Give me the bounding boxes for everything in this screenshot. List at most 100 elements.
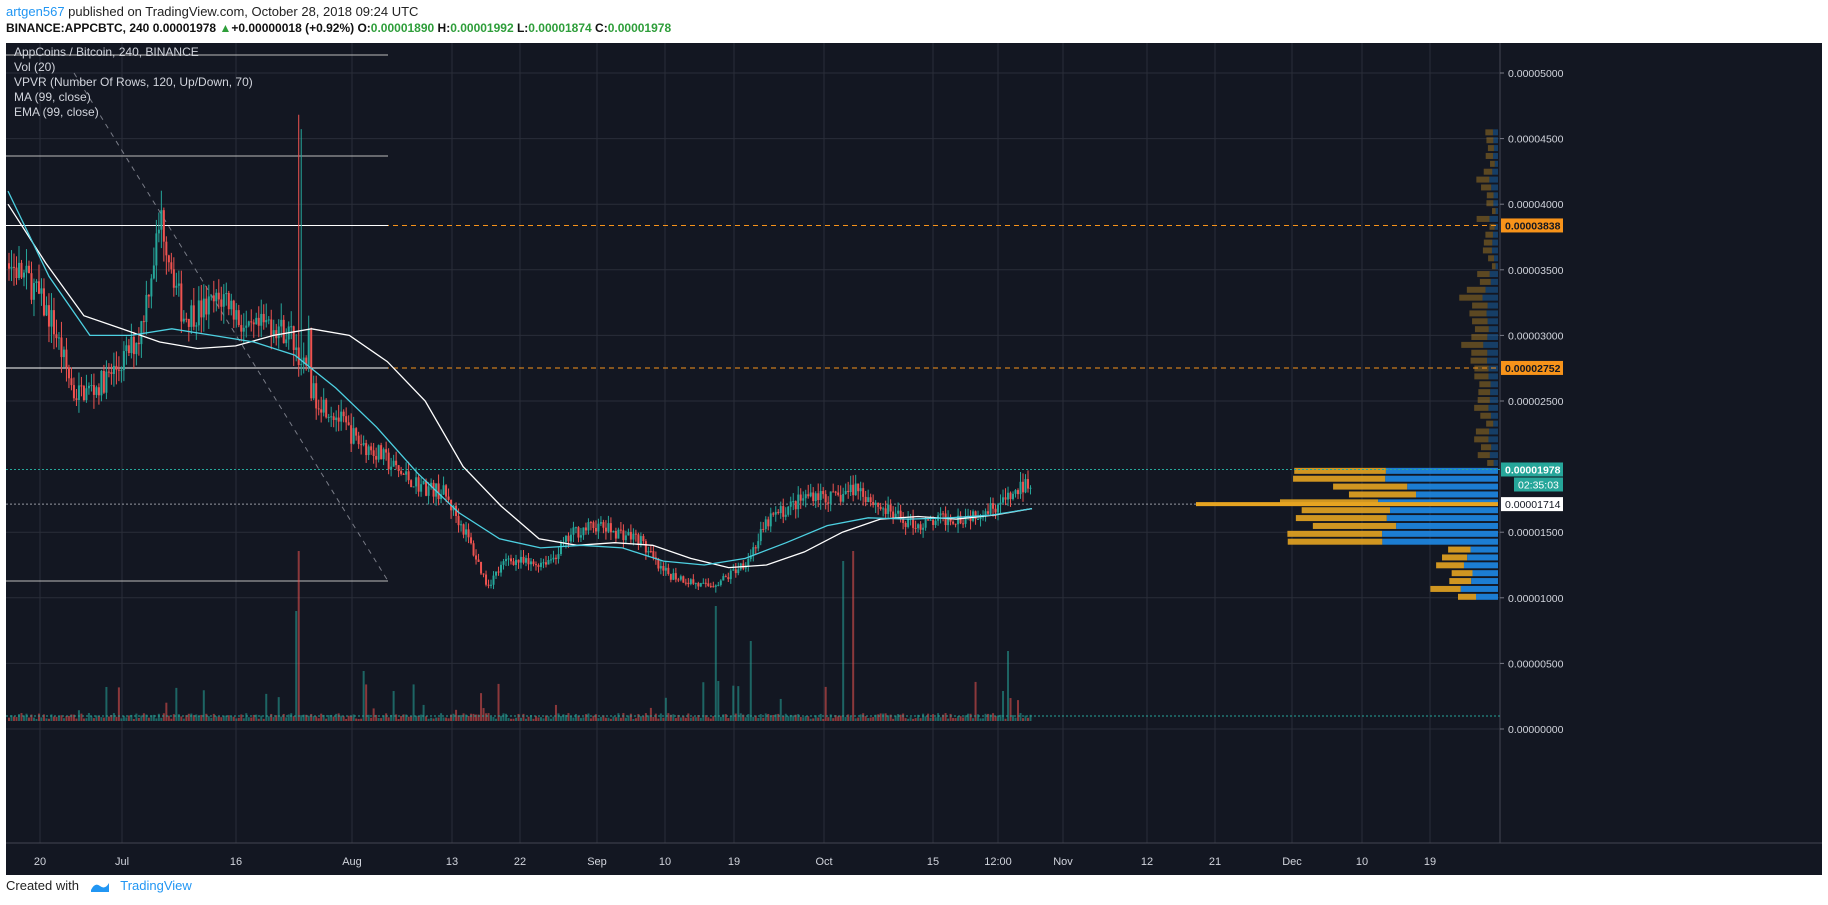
candle-body (402, 473, 405, 475)
candle-body (282, 319, 285, 344)
volume-bar (547, 716, 550, 721)
volume-bar (460, 715, 463, 721)
candle-body (589, 522, 592, 524)
candle-body (687, 582, 690, 585)
candle-body (235, 310, 238, 320)
candle-body (475, 555, 478, 560)
candle-body (380, 445, 383, 460)
candle-body (737, 569, 740, 574)
candle-body (232, 300, 235, 320)
candle-body (265, 320, 268, 323)
volume-bar (152, 714, 155, 721)
candle-body (859, 488, 862, 492)
time-tick-label: 15 (927, 856, 939, 868)
tradingview-link[interactable]: TradingView (120, 878, 192, 893)
volume-profile-bar-down (1479, 278, 1491, 285)
volume-profile-bar-down (1486, 192, 1494, 199)
volume-bar (789, 714, 792, 721)
candle-body (125, 345, 128, 352)
candle-body (160, 210, 163, 230)
candle-body (712, 586, 715, 588)
volume-bar (754, 715, 757, 721)
volume-bar (934, 717, 937, 721)
volume-bar (210, 717, 213, 721)
candle-body (335, 417, 338, 420)
candle-body (162, 210, 165, 242)
volume-bar (60, 715, 63, 721)
candle-body (857, 483, 860, 492)
volume-bar (400, 716, 403, 721)
volume-bar (747, 714, 750, 721)
volume-bar (584, 714, 587, 721)
volume-bar (155, 718, 158, 721)
candle-body (592, 522, 595, 528)
candle-body (554, 557, 557, 559)
volume-bar (125, 717, 128, 721)
volume-bar (657, 718, 660, 721)
volume-bar (759, 714, 762, 721)
volume-profile-bar-down (1430, 585, 1461, 592)
volume-bar (227, 715, 230, 721)
candle-body (982, 516, 985, 518)
candle-body (322, 399, 325, 413)
volume-bar (632, 718, 635, 721)
volume-bar (689, 717, 692, 721)
volume-profile-bar-up (1483, 341, 1498, 348)
volume-bar (652, 717, 655, 721)
author-link[interactable]: artgen567 (6, 4, 65, 19)
candle-body (240, 325, 243, 332)
candle-body (582, 527, 585, 536)
candle-body (822, 491, 825, 495)
volume-bar (477, 714, 480, 721)
candle-body (497, 571, 500, 573)
volume-bar (95, 715, 98, 721)
candle-body (542, 562, 545, 564)
volume-bar (487, 713, 490, 721)
candle-body (959, 515, 962, 524)
candle-body (724, 576, 727, 578)
volume-bar (1019, 713, 1022, 721)
candle-body (22, 272, 25, 278)
candle-body (210, 295, 213, 297)
candle-body (697, 583, 700, 587)
volume-profile-bar-up (1490, 412, 1498, 419)
volume-bar (884, 713, 887, 721)
volume-bar (287, 714, 290, 721)
candle-body (305, 357, 308, 366)
candle-body (622, 530, 625, 541)
volume-profile-bar-up (1382, 530, 1498, 537)
candle-body (245, 325, 248, 328)
candle-body (277, 326, 280, 339)
candle-body (257, 317, 260, 326)
candle-body (270, 319, 273, 337)
volume-profile-bar-up (1492, 231, 1498, 238)
volume-profile-bar-down (1448, 546, 1471, 553)
volume-bar (662, 717, 665, 721)
candle-body (757, 541, 760, 549)
candle-body (889, 504, 892, 512)
price-chart[interactable]: 0.000055000.000050000.000045000.00004000… (6, 43, 1822, 875)
volume-bar (292, 716, 295, 721)
candle-body (714, 585, 717, 587)
volume-bar (567, 713, 570, 721)
candle-body (515, 559, 518, 565)
volume-bar (537, 717, 540, 721)
candle-body (112, 365, 115, 375)
volume-bar (497, 683, 500, 721)
candle-body (442, 485, 445, 495)
volume-profile-bar-down (1295, 515, 1387, 522)
volume-profile-bar-up (1489, 215, 1498, 222)
volume-bar (812, 718, 815, 721)
volume-profile-bar-down (1491, 263, 1496, 270)
volume-bar (744, 717, 747, 721)
volume-bar (814, 715, 817, 721)
candle-body (649, 551, 652, 553)
candle-body (292, 326, 295, 350)
volume-bar (712, 716, 715, 721)
volume-bar (20, 713, 23, 721)
volume-bar (85, 718, 88, 721)
price-tick-label: 0.00004500 (1508, 134, 1564, 146)
volume-bar (927, 713, 930, 721)
candle-body (230, 300, 233, 310)
candle-body (342, 411, 345, 417)
